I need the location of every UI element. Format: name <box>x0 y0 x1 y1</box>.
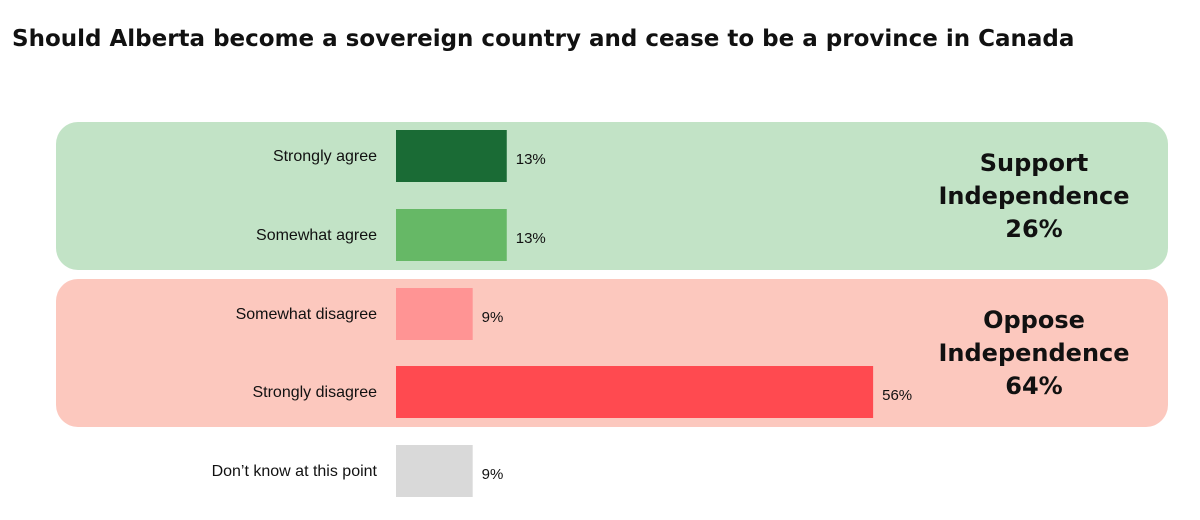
group-label-support-line1: Support <box>980 149 1089 177</box>
group-panel-oppose <box>56 279 1168 427</box>
bars <box>396 130 874 497</box>
labels: Support Independence 26% Oppose Independence… <box>212 148 1130 483</box>
group-label-oppose-line1: Oppose <box>983 306 1085 334</box>
group-backgrounds <box>56 122 1168 427</box>
category-label-somewhat-agree: Somewhat agree <box>256 227 377 244</box>
group-label-support-line3: 26% <box>1005 215 1062 243</box>
chart-title: Should Alberta become a sovereign countr… <box>12 26 1074 52</box>
group-label-oppose-line3: 64% <box>1005 372 1062 400</box>
group-panel-support <box>56 122 1168 270</box>
group-label-support-line2: Independence <box>938 182 1129 210</box>
bar-strongly-disagree <box>396 366 874 418</box>
group-label-oppose-line2: Independence <box>938 339 1129 367</box>
value-label-strongly-disagree: 56% <box>882 387 912 404</box>
bar-somewhat-disagree <box>396 288 473 340</box>
category-label-don-t-know-at-this-point: Don’t know at this point <box>212 463 378 480</box>
value-label-strongly-agree: 13% <box>516 151 546 168</box>
bar-somewhat-agree <box>396 209 507 261</box>
bar-don-t-know-at-this-point <box>396 445 473 497</box>
value-label-somewhat-agree: 13% <box>516 230 546 247</box>
category-label-somewhat-disagree: Somewhat disagree <box>236 306 378 323</box>
bar-strongly-agree <box>396 130 507 182</box>
value-label-somewhat-disagree: 9% <box>482 309 504 326</box>
value-label-don-t-know-at-this-point: 9% <box>482 466 504 483</box>
category-label-strongly-disagree: Strongly disagree <box>252 384 377 401</box>
category-label-strongly-agree: Strongly agree <box>273 148 377 165</box>
